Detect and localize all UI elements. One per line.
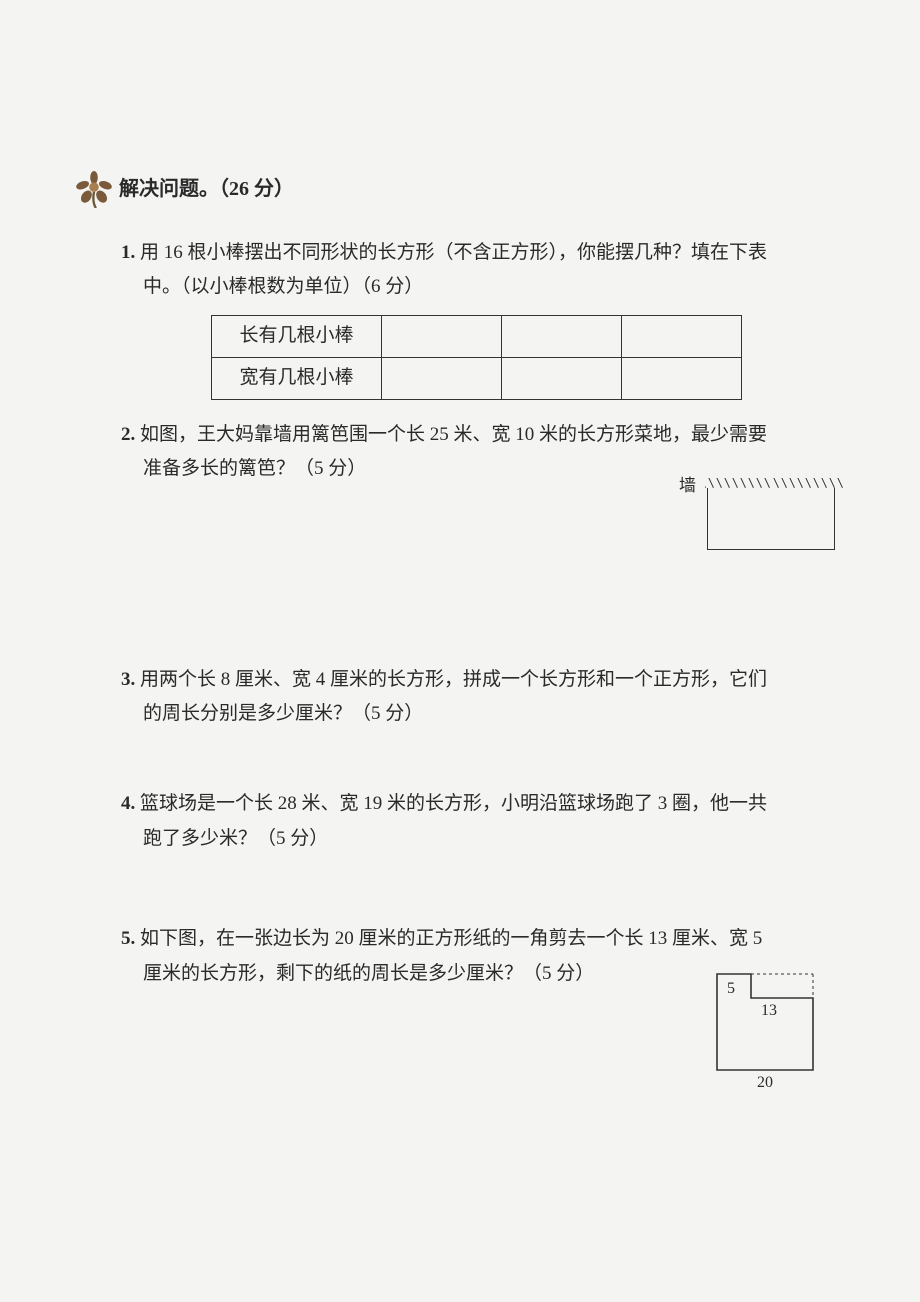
problem-1: 1. 用 16 根小棒摆出不同形状的长方形（不含正方形），你能摆几种？填在下表 … [121,238,845,400]
problem-4-line2: 跑了多少米？（5 分） [121,824,845,854]
wall-label: 墙 [679,472,696,499]
table-row: 宽有几根小棒 [212,357,742,399]
table-cell [502,357,622,399]
table-cell [502,315,622,357]
problem-5-num: 5. [121,928,135,949]
problem-2-line1: 如图，王大妈靠墙用篱笆围一个长 25 米、宽 10 米的长方形菜地，最少需要 [140,424,767,445]
table-row: 长有几根小棒 [212,315,742,357]
problem-1-num: 1. [121,242,135,263]
table-cell [382,315,502,357]
table-cell [382,357,502,399]
section-header: 解决问题。（26 分） [75,170,845,208]
problem-3-line2: 的周长分别是多少厘米？（5 分） [121,699,845,729]
problem-1-line2: 中。（以小棒根数为单位）（6 分） [121,272,845,302]
dim-20: 20 [757,1070,773,1096]
problem-3: 3. 用两个长 8 厘米、宽 4 厘米的长方形，拼成一个长方形和一个正方形，它们… [121,665,845,730]
table-row1-label: 长有几根小棒 [212,315,382,357]
dim-13: 13 [761,998,777,1024]
problem-5-line1: 如下图，在一张边长为 20 厘米的正方形纸的一角剪去一个长 13 厘米、宽 5 [140,928,762,949]
table-row2-label: 宽有几根小棒 [212,357,382,399]
problem-3-num: 3. [121,669,135,690]
problem-1-line1: 用 16 根小棒摆出不同形状的长方形（不含正方形），你能摆几种？填在下表 [140,242,767,263]
problem-3-line1: 用两个长 8 厘米、宽 4 厘米的长方形，拼成一个长方形和一个正方形，它们 [140,669,767,690]
dim-5: 5 [727,976,735,1002]
table-cell [622,315,742,357]
problem-4-line1: 篮球场是一个长 28 米、宽 19 米的长方形，小明沿篮球场跑了 3 圈，他一共 [140,793,767,814]
fence-rect [707,488,835,550]
problem-5: 5. 如下图，在一张边长为 20 厘米的正方形纸的一角剪去一个长 13 厘米、宽… [121,924,845,989]
problem-4-num: 4. [121,793,135,814]
notch-diagram: 5 13 20 [715,972,815,1072]
wall-diagram: 墙 [705,478,850,550]
stick-table: 长有几根小棒 宽有几根小棒 [211,315,742,400]
problem-2-num: 2. [121,424,135,445]
hatch-pattern [705,478,850,488]
flower-icon [75,170,113,208]
table-cell [622,357,742,399]
problem-4: 4. 篮球场是一个长 28 米、宽 19 米的长方形，小明沿篮球场跑了 3 圈，… [121,789,845,854]
problem-2: 2. 如图，王大妈靠墙用篱笆围一个长 25 米、宽 10 米的长方形菜地，最少需… [121,420,845,485]
section-title: 解决问题。（26 分） [119,173,294,205]
section-points: （26 分） [219,178,294,200]
section-title-text: 解决问题。 [119,178,219,200]
